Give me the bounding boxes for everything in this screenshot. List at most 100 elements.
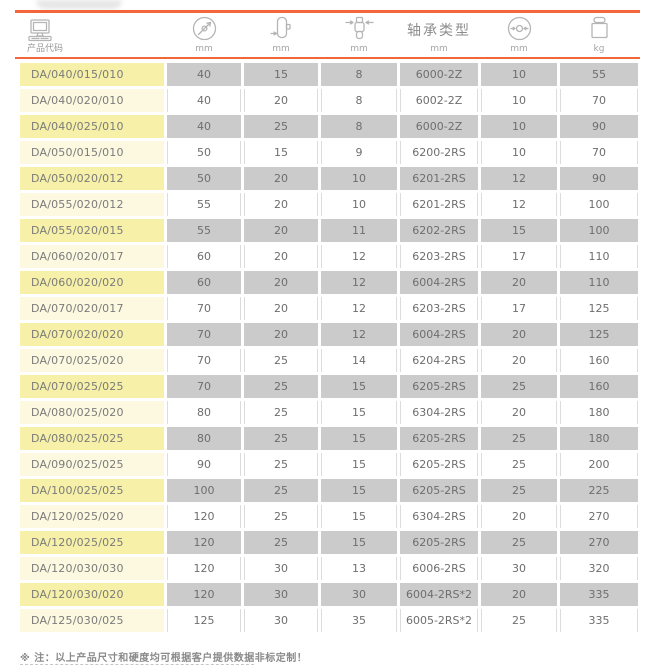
value-cell: 12 xyxy=(321,271,397,294)
header-unit: mm xyxy=(430,44,448,54)
value-cell: 40 xyxy=(167,89,241,112)
value-cell: 335 xyxy=(560,609,638,632)
header-load-capacity: kg xyxy=(560,13,638,57)
value-cell: 20 xyxy=(244,297,318,320)
value-cell: 100 xyxy=(167,479,241,502)
header-orange-rule xyxy=(15,57,640,59)
value-cell: 30 xyxy=(481,557,557,580)
value-cell: 20 xyxy=(481,323,557,346)
value-cell: 13 xyxy=(321,557,397,580)
bore-diameter-icon xyxy=(506,15,533,42)
value-cell: 20 xyxy=(244,89,318,112)
value-cell: 17 xyxy=(481,245,557,268)
header-label: 产品代码 xyxy=(27,44,64,54)
product-code-cell: DA/125/030/025 xyxy=(20,609,164,632)
value-cell: 14 xyxy=(321,349,397,372)
value-cell: 20 xyxy=(481,349,557,372)
value-cell: 335 xyxy=(560,583,638,606)
product-code-cell: DA/070/020/020 xyxy=(20,323,164,346)
value-cell: 15 xyxy=(481,219,557,242)
header-hub-length: mm xyxy=(321,13,397,57)
diameter-icon xyxy=(191,15,218,42)
value-cell: 30 xyxy=(244,609,318,632)
value-cell: 30 xyxy=(244,583,318,606)
header-bearing-type: 轴承类型 mm xyxy=(400,13,478,57)
value-cell: 6002-2Z xyxy=(400,89,478,112)
value-cell: 30 xyxy=(244,557,318,580)
value-cell: 25 xyxy=(481,453,557,476)
value-cell: 10 xyxy=(481,89,557,112)
value-cell: 125 xyxy=(560,297,638,320)
value-cell: 120 xyxy=(167,531,241,554)
value-cell: 20 xyxy=(481,401,557,424)
value-cell: 15 xyxy=(321,401,397,424)
value-cell: 15 xyxy=(244,141,318,164)
product-code-cell: DA/080/025/020 xyxy=(20,401,164,424)
table-header: 产品代码 mm mm xyxy=(20,13,638,57)
value-cell: 25 xyxy=(244,479,318,502)
value-cell: 100 xyxy=(560,193,638,216)
product-code-cell: DA/050/015/010 xyxy=(20,141,164,164)
value-cell: 180 xyxy=(560,401,638,424)
value-cell: 10 xyxy=(321,167,397,190)
value-cell: 160 xyxy=(560,349,638,372)
value-cell: 6204-2RS xyxy=(400,349,478,372)
header-bore-diameter: mm xyxy=(481,13,557,57)
value-cell: 40 xyxy=(167,63,241,86)
value-cell: 55 xyxy=(167,193,241,216)
value-cell: 50 xyxy=(167,167,241,190)
value-cell: 90 xyxy=(167,453,241,476)
header-wheel-diameter: mm xyxy=(167,13,241,57)
value-cell: 6000-2Z xyxy=(400,63,478,86)
value-cell: 320 xyxy=(560,557,638,580)
value-cell: 80 xyxy=(167,401,241,424)
value-cell: 25 xyxy=(244,531,318,554)
product-code-cell: DA/120/030/020 xyxy=(20,583,164,606)
header-unit: kg xyxy=(593,44,605,54)
product-code-cell: DA/100/025/025 xyxy=(20,479,164,502)
value-cell: 40 xyxy=(167,115,241,138)
value-cell: 6205-2RS xyxy=(400,375,478,398)
value-cell: 6200-2RS xyxy=(400,141,478,164)
product-code-cell: DA/120/025/020 xyxy=(20,505,164,528)
value-cell: 15 xyxy=(321,531,397,554)
product-code-cell: DA/120/030/030 xyxy=(20,557,164,580)
product-code-cell: DA/080/025/025 xyxy=(20,427,164,450)
value-cell: 6304-2RS xyxy=(400,505,478,528)
value-cell: 125 xyxy=(167,609,241,632)
value-cell: 270 xyxy=(560,505,638,528)
value-cell: 6205-2RS xyxy=(400,531,478,554)
value-cell: 12 xyxy=(321,323,397,346)
value-cell: 20 xyxy=(244,219,318,242)
value-cell: 225 xyxy=(560,479,638,502)
value-cell: 120 xyxy=(167,557,241,580)
product-code-cell: DA/070/020/017 xyxy=(20,297,164,320)
value-cell: 6201-2RS xyxy=(400,167,478,190)
value-cell: 6004-2RS xyxy=(400,271,478,294)
value-cell: 10 xyxy=(481,63,557,86)
value-cell: 60 xyxy=(167,245,241,268)
product-code-cell: DA/120/025/025 xyxy=(20,531,164,554)
product-code-cell: DA/070/025/025 xyxy=(20,375,164,398)
value-cell: 15 xyxy=(321,453,397,476)
value-cell: 12 xyxy=(481,193,557,216)
value-cell: 160 xyxy=(560,375,638,398)
header-label: 轴承类型 xyxy=(407,23,471,39)
value-cell: 10 xyxy=(481,115,557,138)
value-cell: 35 xyxy=(321,609,397,632)
product-code-cell: DA/090/025/025 xyxy=(20,453,164,476)
value-cell: 25 xyxy=(481,531,557,554)
value-cell: 9 xyxy=(321,141,397,164)
value-cell: 15 xyxy=(321,479,397,502)
value-cell: 70 xyxy=(167,375,241,398)
tab-remnant xyxy=(36,0,122,9)
value-cell: 6004-2RS*2 xyxy=(400,583,478,606)
footnote: ※ 注：以上产品尺寸和硬度均可根据客户提供数据非标定制！ xyxy=(20,653,308,664)
value-cell: 55 xyxy=(560,63,638,86)
product-code-cell: DA/070/025/020 xyxy=(20,349,164,372)
value-cell: 20 xyxy=(244,271,318,294)
value-cell: 30 xyxy=(321,583,397,606)
product-code-cell: DA/055/020/015 xyxy=(20,219,164,242)
value-cell: 12 xyxy=(321,245,397,268)
value-cell: 6000-2Z xyxy=(400,115,478,138)
